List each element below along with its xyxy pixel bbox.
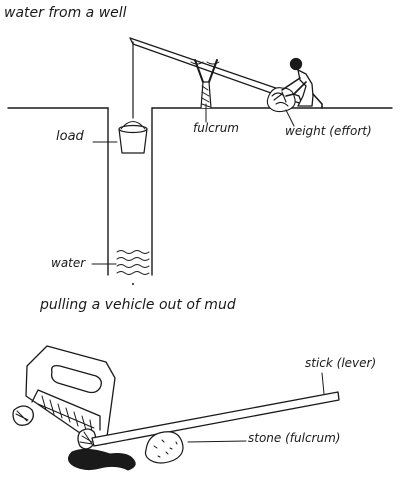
stone-icon xyxy=(144,431,184,464)
fulcrum-label: fulcrum xyxy=(193,121,239,135)
person-figure xyxy=(281,57,323,109)
weight-label: weight (effort) xyxy=(285,124,372,138)
well-diagram-title: water from a well xyxy=(4,5,127,21)
leader-stick xyxy=(321,372,325,395)
vehicle-diagram-title: pulling a vehicle out of mud xyxy=(40,297,236,313)
well-diagram xyxy=(7,37,393,285)
mud-puddle xyxy=(68,448,136,471)
leader-stone xyxy=(187,440,247,443)
stick-lever xyxy=(91,391,340,447)
load-label: load xyxy=(56,129,84,144)
rock-weight-icon xyxy=(266,87,296,113)
water-lines xyxy=(116,250,150,275)
well-fulcrum-post xyxy=(190,59,220,109)
stone-label: stone (fulcrum) xyxy=(248,431,341,445)
vehicle-diagram xyxy=(12,345,340,471)
vehicle-icon xyxy=(12,345,116,450)
leader-weight xyxy=(285,109,295,127)
bucket-icon xyxy=(118,121,148,154)
water-label: water xyxy=(51,256,86,270)
stick-label: stick (lever) xyxy=(305,356,377,370)
